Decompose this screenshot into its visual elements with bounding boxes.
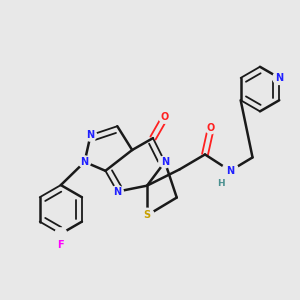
Circle shape: [55, 228, 67, 240]
Text: F: F: [58, 240, 64, 250]
Circle shape: [222, 163, 238, 179]
Text: N: N: [275, 73, 283, 83]
Text: S: S: [143, 210, 151, 220]
Text: N: N: [80, 157, 89, 167]
Circle shape: [159, 111, 171, 123]
Text: N: N: [113, 187, 122, 196]
Text: N: N: [86, 130, 94, 140]
Circle shape: [205, 122, 217, 134]
Text: N: N: [161, 157, 169, 167]
Circle shape: [159, 156, 171, 168]
Text: O: O: [161, 112, 169, 122]
Circle shape: [79, 156, 91, 168]
Text: N: N: [226, 166, 234, 176]
Circle shape: [273, 71, 286, 85]
Text: O: O: [207, 123, 215, 133]
Circle shape: [140, 208, 154, 223]
Circle shape: [111, 186, 123, 198]
Text: H: H: [218, 179, 225, 188]
Circle shape: [216, 178, 227, 189]
Circle shape: [54, 238, 68, 252]
Circle shape: [85, 129, 97, 141]
